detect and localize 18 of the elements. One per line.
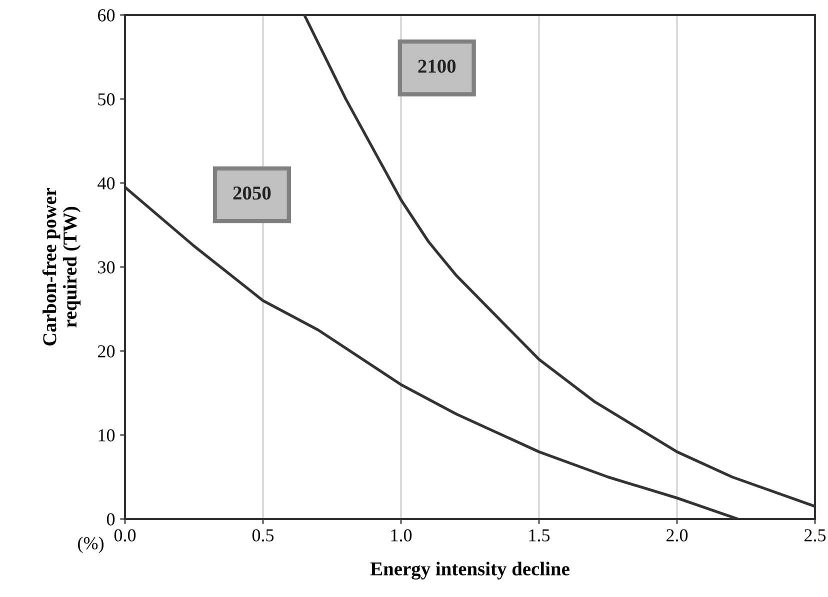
y-tick-label: 0 xyxy=(106,513,115,526)
x-tick-label: 1.0 xyxy=(391,529,412,542)
x-tick-label: 1.5 xyxy=(529,529,550,542)
x-tick-label: 0.5 xyxy=(252,529,274,542)
annotation: 2100 xyxy=(418,60,456,73)
y-tick-label: 10 xyxy=(98,429,115,442)
annotation: 2050 xyxy=(233,186,271,200)
y-tick-label: 60 xyxy=(98,9,115,22)
y-tick-label: 50 xyxy=(98,93,115,106)
y-tick-label: 30 xyxy=(98,261,115,274)
y-tick-label: 20 xyxy=(98,345,115,358)
y-axis-title: Carbon-free power required (TW) xyxy=(42,188,81,346)
x-tick-label: 2.5 xyxy=(804,529,826,542)
x-tick-label: 0.0 xyxy=(114,529,136,542)
x-axis-title: Energy intensity decline xyxy=(370,562,570,580)
x-tick-label: 2.0 xyxy=(666,529,688,542)
text: (%) xyxy=(78,536,104,554)
y-tick-label: 40 xyxy=(98,177,115,190)
